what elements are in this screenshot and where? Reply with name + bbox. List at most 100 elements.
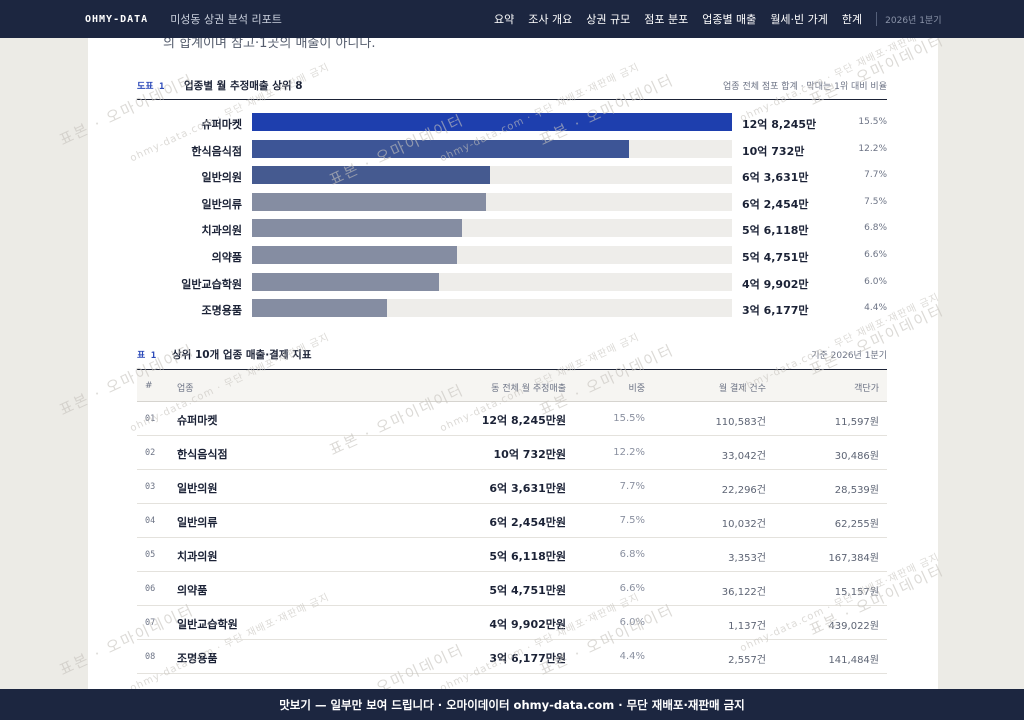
- payment-count-cell: 110,583건: [715, 417, 766, 428]
- table-row: 08 조명용품 3억 6,177만원 4.4% 2,557건 141,484원: [137, 640, 887, 674]
- monthly-sales-cell: 12억 8,245만원: [481, 414, 566, 427]
- industry-name-cell: 조명용품: [177, 652, 218, 665]
- row-index-cell: 05: [145, 550, 156, 560]
- bar-share-label: 7.5%: [864, 196, 887, 207]
- bar-share-label: 6.0%: [864, 276, 887, 287]
- table-note: 기준 2026년 1분기: [811, 351, 887, 361]
- column-header-share: 비중: [628, 384, 645, 394]
- sales-share-cell: 6.0%: [619, 617, 645, 628]
- industry-name-cell: 의약품: [177, 584, 208, 597]
- bar-track: [252, 139, 732, 158]
- bar-row: 일반교습학원 4억 9,902만 6.0%: [88, 270, 938, 297]
- nav-item-survey-overview[interactable]: 조사 개요: [528, 13, 573, 26]
- industry-name-cell: 슈퍼마켓: [177, 414, 218, 427]
- bar-value-label: 5억 6,118만: [742, 224, 809, 238]
- monthly-sales-cell: 5억 6,118만원: [489, 550, 566, 563]
- bar: [252, 192, 486, 211]
- nav-item-limitations[interactable]: 한계: [841, 13, 863, 26]
- nav-item-summary[interactable]: 요약: [494, 13, 515, 26]
- table-row: 07 일반교습학원 4억 9,902만원 6.0% 1,137건 439,022원: [137, 606, 887, 640]
- bar-value-label: 5억 4,751만: [742, 251, 809, 264]
- industry-name-cell: 일반의원: [177, 482, 218, 495]
- bar-category-label: 한식음식점: [191, 144, 242, 158]
- industry-name-cell: 치과의원: [177, 550, 218, 563]
- bar: [252, 246, 457, 264]
- industry-name-cell: 한식음식점: [177, 448, 228, 461]
- row-index-cell: 03: [145, 482, 156, 492]
- nav-divider: [876, 12, 878, 26]
- payment-count-cell: 22,296건: [721, 485, 766, 496]
- bar-value-label: 12억 8,245만: [742, 118, 817, 131]
- row-index-cell: 02: [145, 448, 156, 458]
- column-header-industry: 업종: [177, 384, 194, 394]
- avg-ticket-cell: 15,157원: [834, 587, 879, 598]
- avg-ticket-cell: 62,255원: [834, 519, 879, 530]
- bar-value-label: 10억 732만: [742, 144, 805, 158]
- brand-logo[interactable]: OHMY-DATA: [85, 13, 149, 25]
- payment-count-cell: 3,353건: [728, 553, 766, 564]
- monthly-sales-cell: 4억 9,902만원: [489, 618, 566, 631]
- row-index-cell: 07: [145, 618, 156, 628]
- nav-item-store-distribution[interactable]: 점포 분포: [644, 13, 689, 26]
- table-title: 상위 10개 업종 매출·결제 지표: [172, 349, 312, 361]
- industry-metrics-table: # 업종 동 전체 월 추정매출 비중 월 결제 건수 객단가 01 슈퍼마켓 12…: [137, 370, 887, 674]
- payment-count-cell: 10,032건: [721, 519, 766, 530]
- bar-share-label: 6.6%: [864, 250, 887, 260]
- sales-share-cell: 7.5%: [619, 515, 645, 526]
- payment-count-cell: 36,122건: [721, 587, 766, 598]
- sales-share-cell: 6.8%: [619, 549, 645, 560]
- nav-item-market-size[interactable]: 상권 규모: [586, 13, 631, 26]
- report-page: 의 합계이며 참고·1곳의 매출이 아니다. 도표 1 업종별 월 추정매출 상…: [88, 38, 938, 689]
- partial-paragraph: 의 합계이며 참고·1곳의 매출이 아니다.: [163, 38, 376, 51]
- section-nav: 요약 조사 개요 상권 규모 점포 분포 업종별 매출 월세·빈 가게 한계 2…: [494, 0, 942, 38]
- bar-track: [252, 192, 732, 211]
- nav-item-sales-by-industry[interactable]: 업종별 매출: [702, 13, 757, 26]
- bar-row: 의약품 5억 4,751만 6.6%: [88, 243, 938, 270]
- bar-track: [252, 272, 732, 291]
- table-row: 03 일반의원 6억 3,631만원 7.7% 22,296건 28,539원: [137, 470, 887, 504]
- bar: [252, 139, 629, 158]
- bar-share-label: 12.2%: [858, 143, 887, 154]
- sales-share-cell: 4.4%: [619, 651, 645, 662]
- bar-category-label: 슈퍼마켓: [201, 118, 242, 131]
- bar-value-label: 3억 6,177만: [742, 304, 809, 318]
- bar-track: [252, 113, 732, 131]
- row-index-cell: 06: [145, 584, 156, 594]
- table-body: 01 슈퍼마켓 12억 8,245만원 15.5% 110,583건 11,597원 02 한…: [137, 402, 887, 674]
- bar: [252, 166, 490, 185]
- figure-title: 업종별 월 추정매출 상위 8: [184, 80, 303, 92]
- bar-value-label: 4억 9,902만: [742, 277, 809, 291]
- bar-track: [252, 246, 732, 264]
- figure-header: 도표 1 업종별 월 추정매출 상위 8 업종 전체 점포 합계 · 막대는 1…: [137, 76, 887, 100]
- top-navigation-bar: OHMY-DATA 미성동 상권 분석 리포트 요약 조사 개요 상권 규모 점…: [0, 0, 1024, 38]
- bar-value-label: 6억 3,631만: [742, 171, 809, 185]
- sales-share-cell: 12.2%: [613, 447, 645, 458]
- monthly-sales-cell: 3억 6,177만원: [489, 652, 566, 665]
- monthly-sales-cell: 5억 4,751만원: [489, 584, 566, 597]
- avg-ticket-cell: 439,022원: [828, 621, 879, 632]
- industry-name-cell: 일반의류: [177, 516, 218, 529]
- bar-row: 조명용품 3억 6,177만 4.4%: [88, 296, 938, 323]
- bar-share-label: 6.8%: [864, 223, 887, 234]
- table-row: 05 치과의원 5억 6,118만원 6.8% 3,353건 167,384원: [137, 538, 887, 572]
- row-index-cell: 04: [145, 516, 156, 526]
- avg-ticket-cell: 11,597원: [834, 417, 879, 428]
- monthly-sales-cell: 6억 3,631만원: [489, 482, 566, 495]
- bar-category-label: 일반교습학원: [181, 277, 242, 291]
- bar-row: 일반의류 6억 2,454만 7.5%: [88, 190, 938, 217]
- bar: [252, 113, 732, 131]
- bar-category-label: 일반의원: [201, 171, 242, 185]
- bar-share-label: 4.4%: [864, 303, 887, 314]
- bar-track: [252, 219, 732, 238]
- monthly-sales-cell: 6억 2,454만원: [489, 516, 566, 529]
- preview-notice-bar: 맛보기 — 일부만 보여 드립니다 · 오마이데이터 ohmy-data.com…: [0, 689, 1024, 720]
- period-label: 2026년 1분기: [885, 15, 942, 26]
- bar-category-label: 의약품: [211, 251, 242, 264]
- nav-item-rent-vacancy[interactable]: 월세·빈 가게: [770, 13, 828, 26]
- bar-row: 치과의원 5억 6,118만 6.8%: [88, 216, 938, 243]
- sales-share-cell: 15.5%: [613, 413, 645, 424]
- bar-row: 일반의원 6억 3,631만 7.7%: [88, 163, 938, 190]
- table-row: 02 한식음식점 10억 732만원 12.2% 33,042건 30,486원: [137, 436, 887, 470]
- column-header-index: #: [145, 381, 153, 391]
- sales-share-cell: 6.6%: [619, 583, 645, 594]
